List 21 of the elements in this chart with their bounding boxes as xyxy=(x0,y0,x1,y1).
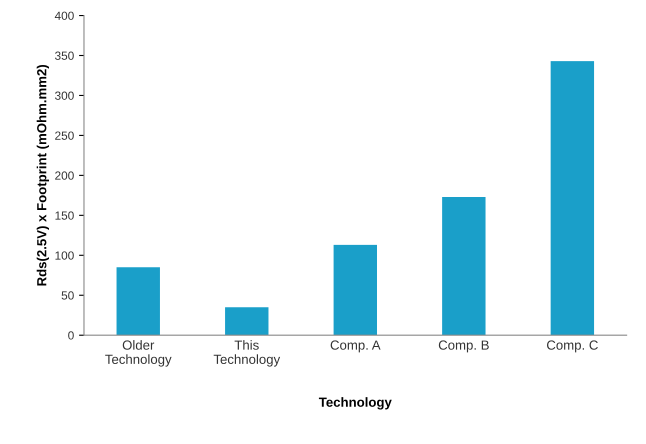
bar xyxy=(225,307,268,336)
y-tick-label: 0 xyxy=(68,331,74,340)
x-tick-label: Comp. B xyxy=(438,340,489,352)
bar xyxy=(116,267,160,336)
y-tick-label: 400 xyxy=(54,12,74,20)
y-tick-label: 250 xyxy=(55,131,74,140)
y-tick-label: 200 xyxy=(55,171,74,180)
y-axis-title: Rds(2.5V) x Footprint (mOhm.mm2) xyxy=(36,64,50,286)
x-tick-label: This Technology xyxy=(214,340,280,367)
bar xyxy=(442,196,486,336)
bar xyxy=(334,244,378,336)
y-tick-label: 150 xyxy=(55,211,74,220)
y-tick-label: 350 xyxy=(55,52,74,60)
y-tick-label: 50 xyxy=(62,291,74,300)
bar xyxy=(550,61,594,336)
x-tick-label: Comp. C xyxy=(547,340,598,352)
x-tick-label: Older Technology xyxy=(105,340,172,367)
x-axis-title: Technology xyxy=(318,397,392,410)
y-tick-label: 300 xyxy=(55,91,74,100)
y-tick-label: 100 xyxy=(55,251,74,260)
x-tick-label: Comp. A xyxy=(330,340,381,352)
